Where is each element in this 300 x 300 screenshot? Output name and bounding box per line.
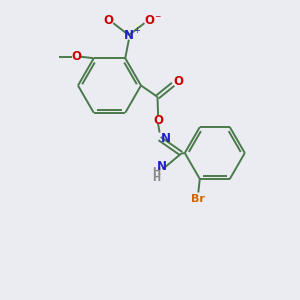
Text: O: O (145, 14, 154, 27)
Text: H: H (152, 172, 160, 183)
Text: O: O (153, 114, 163, 128)
Text: O: O (173, 75, 183, 88)
Text: N: N (157, 160, 167, 173)
Text: Br: Br (191, 194, 205, 204)
Text: H: H (152, 167, 160, 177)
Text: N: N (124, 28, 134, 42)
Text: O: O (103, 14, 113, 27)
Text: N: N (161, 132, 171, 145)
Text: O: O (72, 50, 82, 63)
Text: −: − (154, 12, 160, 21)
Text: +: + (133, 26, 140, 34)
